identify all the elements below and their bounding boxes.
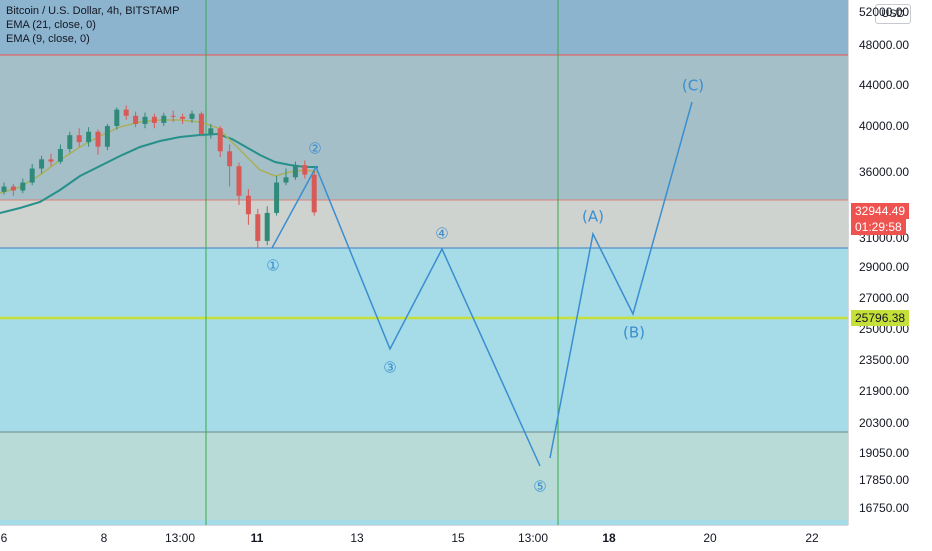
chart-canvas[interactable]: ① ② ③ ④ ⑤ (A) (B) (C)	[0, 0, 848, 525]
candle-body[interactable]	[189, 113, 195, 119]
wave-label[interactable]: (A)	[582, 208, 604, 226]
time-tick: 11	[250, 531, 264, 545]
countdown-label: 01:29:58	[851, 219, 906, 235]
candle-body[interactable]	[48, 159, 54, 162]
price-tick: 48000.00	[859, 38, 910, 52]
time-tick: 18	[602, 531, 616, 545]
candle-body[interactable]	[255, 214, 261, 241]
candle-body[interactable]	[264, 212, 270, 241]
wave-label[interactable]: ⑤	[533, 478, 546, 496]
candle-body[interactable]	[57, 149, 63, 162]
ema-21-line	[0, 132, 318, 214]
time-tick: 8	[100, 531, 108, 545]
candle-body[interactable]	[10, 186, 16, 191]
time-tick: 15	[451, 531, 465, 545]
candle-body[interactable]	[274, 182, 280, 213]
level-price-label: 25796.38	[851, 310, 910, 326]
corrective-wave-projection[interactable]	[549, 101, 693, 459]
wave-label[interactable]: ②	[308, 140, 321, 158]
candle-body[interactable]	[95, 131, 101, 147]
wave-label[interactable]: (C)	[682, 77, 704, 95]
wave-labels: ① ② ③ ④ ⑤ (A) (B) (C)	[266, 77, 704, 496]
wave-label[interactable]: (B)	[623, 324, 645, 342]
chart-legend: Bitcoin / U.S. Dollar, 4h, BITSTAMP EMA …	[6, 4, 179, 46]
candle-body[interactable]	[161, 115, 167, 123]
wave-label[interactable]: ④	[435, 225, 448, 243]
candle-body[interactable]	[76, 135, 82, 143]
chart-plot-area[interactable]: ① ② ③ ④ ⑤ (A) (B) (C) Bitcoin / U.S. Dollar, 4h…	[0, 0, 848, 525]
price-tick: 21900.00	[859, 384, 910, 398]
candle-body[interactable]	[133, 115, 139, 124]
time-tick: 13	[350, 531, 364, 545]
candle-body[interactable]	[20, 182, 26, 191]
candle-body[interactable]	[170, 115, 176, 117]
candlestick-series	[1, 105, 317, 249]
candle-body[interactable]	[39, 159, 45, 169]
candle-body[interactable]	[292, 165, 298, 178]
candle-body[interactable]	[217, 128, 223, 152]
elliott-wave-projection[interactable]	[271, 165, 541, 467]
candle-body[interactable]	[86, 131, 92, 143]
candle-body[interactable]	[236, 166, 242, 196]
currency-button[interactable]: USD	[875, 4, 911, 24]
legend-symbol[interactable]: Bitcoin / U.S. Dollar, 4h, BITSTAMP	[6, 5, 180, 17]
time-tick: 20	[703, 531, 717, 545]
zone-top-blue	[0, 0, 848, 55]
candle-body[interactable]	[283, 177, 289, 183]
zone-bottom-strip	[0, 520, 848, 525]
candle-body[interactable]	[151, 116, 157, 123]
zone-upper-gray	[0, 55, 848, 200]
zone-bottom-green	[0, 432, 848, 520]
price-tick: 23500.00	[859, 353, 910, 367]
time-tick: 6	[0, 531, 8, 545]
candle-body[interactable]	[180, 116, 186, 119]
legend-ema-9[interactable]: EMA (9, close, 0)	[6, 33, 90, 45]
time-tick: 22	[805, 531, 819, 545]
wave-label[interactable]: ③	[383, 359, 396, 377]
candle-body[interactable]	[114, 109, 120, 126]
wave-label[interactable]: ①	[266, 257, 279, 275]
candle-body[interactable]	[302, 165, 308, 175]
zone-light-blue	[0, 248, 848, 432]
candle-body[interactable]	[29, 168, 35, 183]
candle-body[interactable]	[67, 135, 73, 149]
candle-body[interactable]	[245, 195, 251, 215]
candle-body[interactable]	[198, 113, 204, 135]
price-tick: 44000.00	[859, 78, 910, 92]
candle-body[interactable]	[311, 174, 317, 213]
price-tick: 36000.00	[859, 165, 910, 179]
candle-body[interactable]	[123, 109, 129, 116]
time-tick: 13:00	[517, 531, 549, 545]
price-tick: 20300.00	[859, 416, 910, 430]
candle-body[interactable]	[104, 126, 110, 147]
candle-body[interactable]	[227, 151, 233, 167]
price-tick: 17850.00	[859, 473, 910, 487]
price-tick: 19050.00	[859, 446, 910, 460]
legend-ema-21[interactable]: EMA (21, close, 0)	[6, 19, 96, 31]
price-tick: 27000.00	[859, 291, 910, 305]
price-tick: 29000.00	[859, 260, 910, 274]
zone-resistance-beige	[0, 200, 848, 248]
candle-body[interactable]	[1, 186, 7, 192]
candle-body[interactable]	[142, 116, 148, 124]
candle-body[interactable]	[208, 128, 214, 135]
time-axis[interactable]: 6 8 13:00 11 13 15 13:00 18 20 22	[0, 525, 848, 551]
price-tick: 40000.00	[859, 119, 910, 133]
price-axis[interactable]: USD 52000.00 48000.00 44000.00 40000.00 3600…	[848, 0, 932, 525]
price-tick: 16750.00	[859, 501, 910, 515]
current-price-label: 32944.49	[851, 203, 910, 219]
price-tick: 52000.00	[859, 5, 910, 19]
time-tick: 13:00	[164, 531, 196, 545]
